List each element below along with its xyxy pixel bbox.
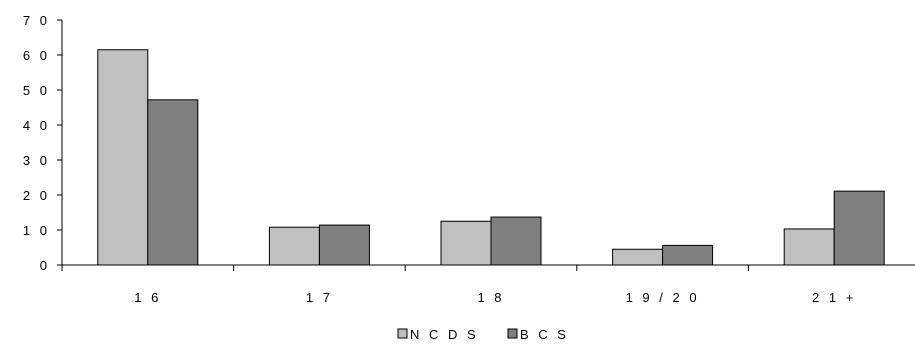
bar-bcs-21 [833,190,885,266]
y-tick-label: 1 0 [23,223,50,238]
y-tick-label: 5 0 [23,83,50,98]
bar-ncds-19-20 [612,248,664,266]
legend-label-ncds: N C D S [410,327,479,342]
bar-ncds-18 [440,220,492,266]
y-tick-label: 3 0 [23,153,50,168]
bars-layer [97,49,885,266]
bar-bcs-18 [490,216,542,266]
legend-swatch-ncds [397,328,408,339]
bar-ncds-17 [268,226,320,266]
x-tick-label: 1 7 [306,290,333,305]
bar-bcs-16 [147,99,199,266]
x-tick-label: 1 6 [134,290,161,305]
bar-ncds-16 [97,49,149,266]
axes-layer: 0 1 0 2 0 3 0 4 0 5 0 6 0 7 0 1 6 1 7 1 8 1 9 / 2 0… [23,13,915,305]
y-tick-label: 4 0 [23,118,50,133]
legend-swatch-bcs [507,328,518,339]
y-tick-label: 0 [40,258,50,273]
x-tick-label: 1 9 / 2 0 [626,290,700,305]
bar-bcs-17 [318,224,370,266]
legend-label-bcs: B C S [520,327,569,342]
y-tick-label: 6 0 [23,48,50,63]
bar-bcs-19-20 [662,244,714,266]
y-tick-label: 2 0 [23,188,50,203]
x-tick-label: 1 8 [477,290,504,305]
x-tick-label: 2 1 + [812,290,856,305]
y-tick-label: 7 0 [23,13,50,28]
bar-ncds-21 [783,228,835,266]
